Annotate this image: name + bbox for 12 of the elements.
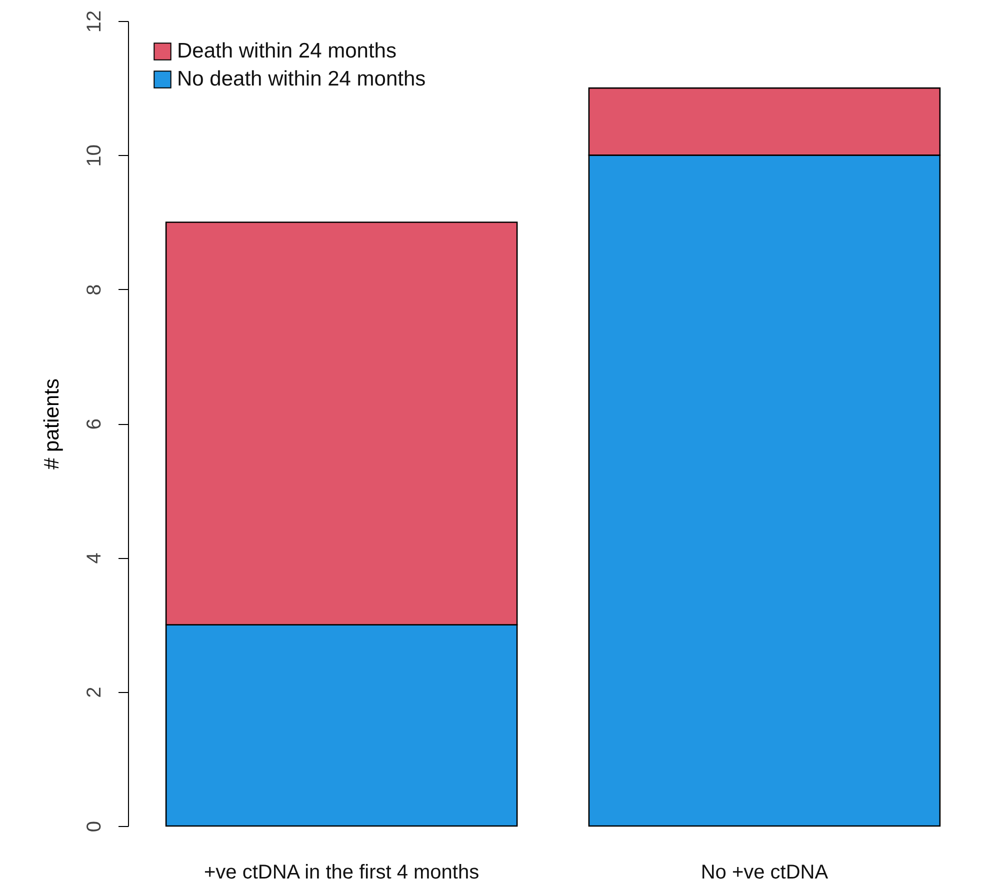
x-tick-label: No +ve ctDNA xyxy=(700,862,829,884)
legend-label: Death within 24 months xyxy=(177,40,396,62)
y-tick-label: 10 xyxy=(84,144,106,167)
y-tick-label: 4 xyxy=(84,552,106,564)
y-tick-label: 0 xyxy=(84,820,106,832)
x-tick-label: +ve ctDNA in the first 4 months xyxy=(204,862,480,884)
legend-label: No death within 24 months xyxy=(177,68,426,90)
y-tick-label: 8 xyxy=(84,284,106,296)
y-axis-title: # patients xyxy=(40,378,64,470)
y-tick-label: 6 xyxy=(84,418,106,430)
y-tick-label: 12 xyxy=(84,10,106,33)
y-tick-label: 2 xyxy=(84,686,106,698)
